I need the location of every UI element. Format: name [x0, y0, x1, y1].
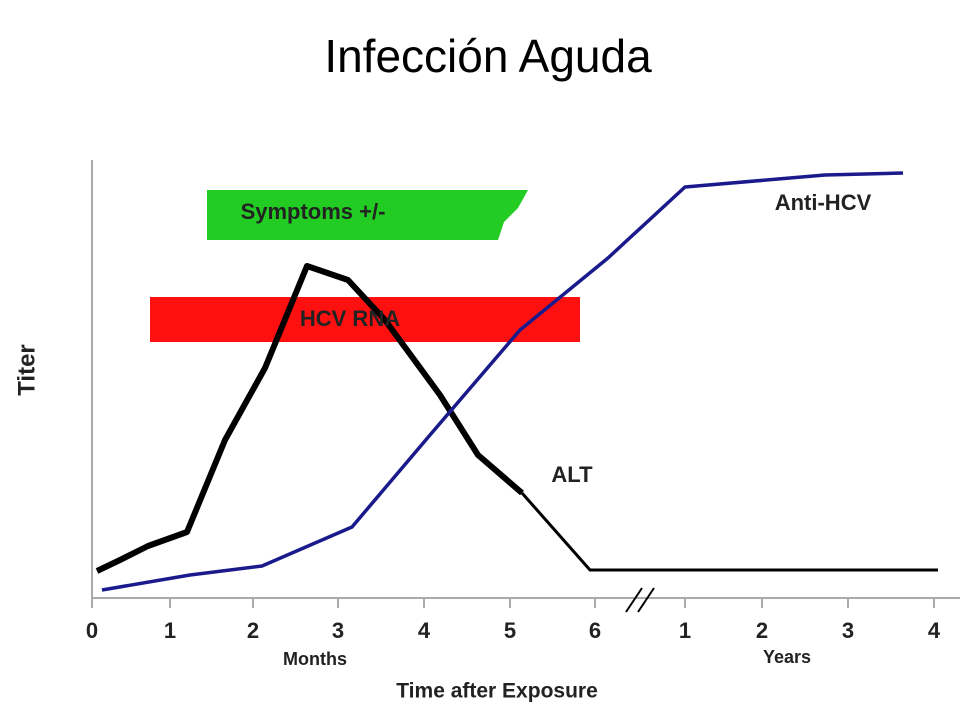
tick-label: 2: [756, 618, 768, 643]
tick-label: 1: [164, 618, 176, 643]
symptoms-bar: [207, 190, 528, 240]
tick-label: 3: [842, 618, 854, 643]
hcv-rna-bar: [150, 297, 580, 342]
years-label: Years: [763, 647, 811, 667]
alt-label: ALT: [551, 462, 593, 487]
tick-label: 4: [418, 618, 431, 643]
tick-group: 0 1 2 3 4 5 6 1 2 3 4: [86, 598, 941, 643]
anti-hcv-label: Anti-HCV: [775, 190, 872, 215]
months-label: Months: [283, 649, 347, 669]
tick-label: 1: [679, 618, 691, 643]
tick-label: 6: [589, 618, 601, 643]
axis-break: [625, 587, 655, 613]
tick-label: 4: [928, 618, 941, 643]
tick-label: 5: [504, 618, 516, 643]
tick-label: 3: [332, 618, 344, 643]
anti-hcv-curve: [101, 171, 904, 592]
alt-curve: [95, 263, 524, 574]
slide-title: Infección Aguda: [324, 30, 652, 82]
hcv-rna-label: HCV RNA: [300, 306, 400, 331]
break-mark: [637, 587, 655, 613]
symptoms-label: Symptoms +/-: [241, 199, 386, 224]
tick-label: 2: [247, 618, 259, 643]
break-mark: [625, 587, 643, 613]
alt-curve-tail: [520, 492, 938, 572]
y-axis-label: Titer: [13, 344, 40, 396]
tick-label: 0: [86, 618, 98, 643]
x-axis-label: Time after Exposure: [396, 680, 598, 703]
